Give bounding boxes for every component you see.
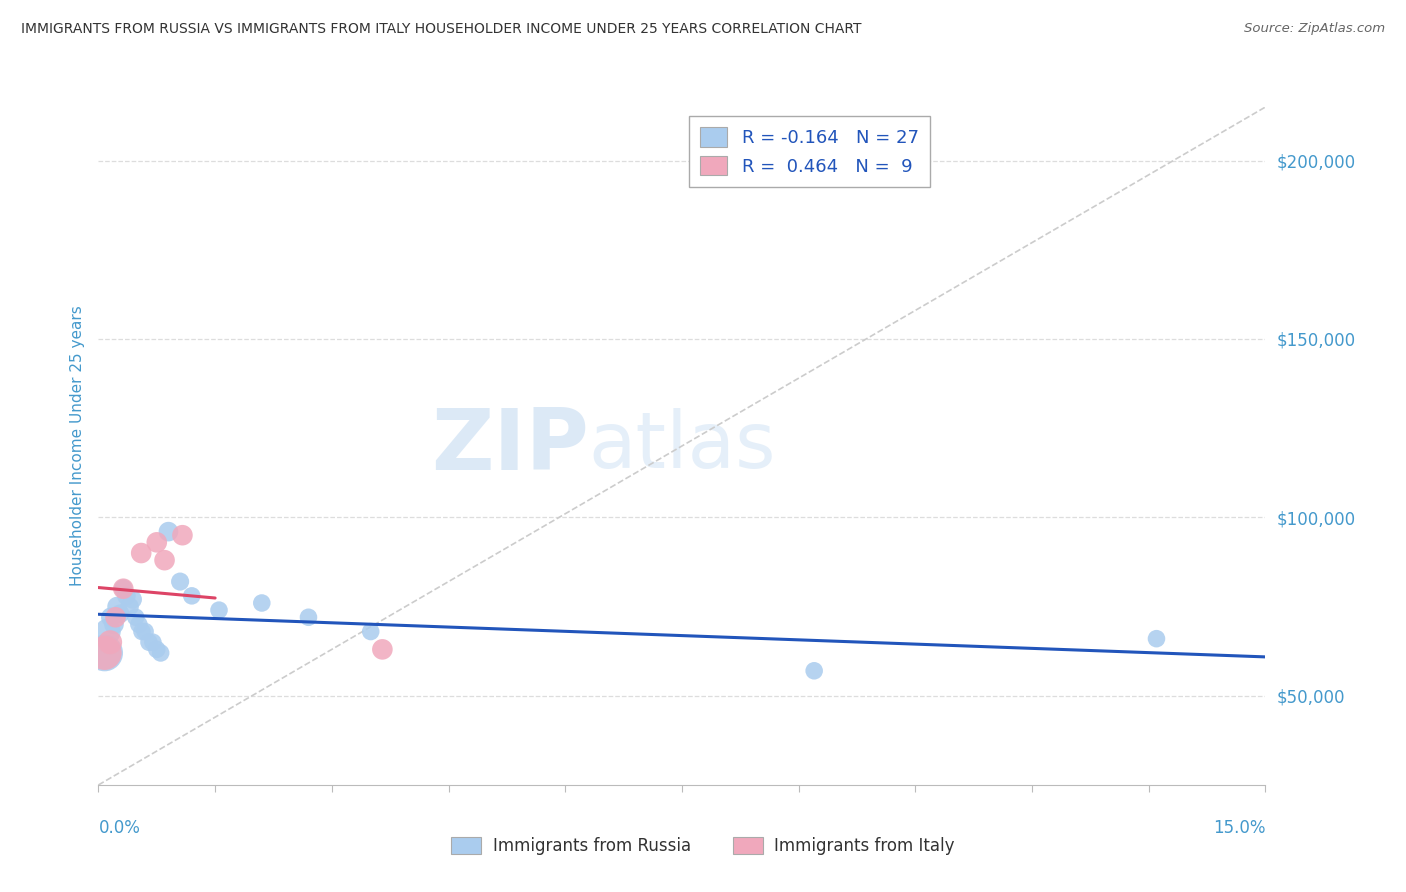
Point [108,607,131,621]
Point [803,664,825,678]
Point [118,599,141,614]
Point [371,642,394,657]
Point [146,642,169,657]
Point [112,582,135,596]
Point [93,646,115,660]
Legend: Immigrants from Russia, Immigrants from Italy: Immigrants from Russia, Immigrants from … [444,830,962,862]
Text: ZIP: ZIP [430,404,589,488]
Point [208,603,231,617]
Point [172,528,194,542]
Text: Source: ZipAtlas.com: Source: ZipAtlas.com [1244,22,1385,36]
Point [142,635,165,649]
Point [297,610,319,624]
Point [157,524,180,539]
Y-axis label: Householder Income Under 25 years: Householder Income Under 25 years [69,306,84,586]
Point [100,610,122,624]
Point [360,624,382,639]
Point [93,646,115,660]
Point [129,546,152,560]
Point [134,624,156,639]
Point [112,582,135,596]
Point [138,635,160,649]
Point [250,596,273,610]
Point [103,617,125,632]
Point [115,589,138,603]
Point [153,553,176,567]
Legend: R = -0.164   N = 27, R =  0.464   N =  9: R = -0.164 N = 27, R = 0.464 N = 9 [689,116,929,186]
Point [105,599,128,614]
Point [121,592,143,607]
Text: atlas: atlas [589,408,776,484]
Point [98,635,121,649]
Point [169,574,191,589]
Point [97,624,120,639]
Text: 15.0%: 15.0% [1213,819,1265,837]
Point [146,535,169,549]
Point [149,646,172,660]
Point [128,617,150,632]
Point [104,610,127,624]
Text: IMMIGRANTS FROM RUSSIA VS IMMIGRANTS FROM ITALY HOUSEHOLDER INCOME UNDER 25 YEAR: IMMIGRANTS FROM RUSSIA VS IMMIGRANTS FRO… [21,22,862,37]
Point [180,589,202,603]
Point [1146,632,1168,646]
Point [125,610,148,624]
Text: 0.0%: 0.0% [98,819,141,837]
Point [131,624,153,639]
